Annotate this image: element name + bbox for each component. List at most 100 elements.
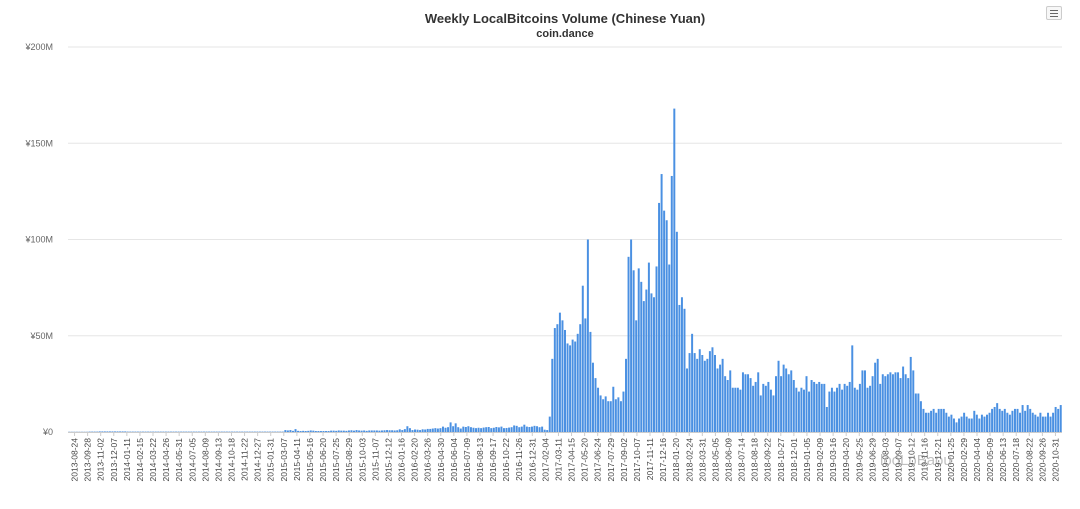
bar[interactable] bbox=[680, 297, 683, 432]
bar[interactable] bbox=[495, 427, 498, 432]
bar[interactable] bbox=[658, 202, 661, 432]
bar[interactable] bbox=[124, 431, 127, 432]
bar[interactable] bbox=[477, 427, 480, 432]
bar[interactable] bbox=[441, 426, 444, 432]
bar[interactable] bbox=[813, 381, 816, 432]
bar[interactable] bbox=[1006, 412, 1009, 432]
bar[interactable] bbox=[622, 391, 625, 432]
bar[interactable] bbox=[515, 425, 518, 432]
bar[interactable] bbox=[1019, 412, 1022, 432]
bar[interactable] bbox=[714, 355, 716, 432]
bar[interactable] bbox=[836, 387, 838, 432]
bar[interactable] bbox=[762, 383, 765, 433]
bar[interactable] bbox=[609, 401, 612, 432]
bar[interactable] bbox=[543, 429, 546, 432]
bar[interactable] bbox=[505, 427, 508, 432]
bar[interactable] bbox=[886, 374, 889, 432]
bar[interactable] bbox=[858, 383, 861, 433]
bar[interactable] bbox=[312, 430, 315, 432]
bar[interactable] bbox=[810, 380, 813, 432]
bar[interactable] bbox=[319, 431, 322, 432]
bar[interactable] bbox=[485, 427, 488, 432]
bar[interactable] bbox=[444, 427, 447, 432]
bar[interactable] bbox=[673, 108, 676, 432]
bar[interactable] bbox=[645, 289, 648, 432]
bar[interactable] bbox=[752, 385, 755, 432]
bar[interactable] bbox=[805, 376, 808, 432]
bar[interactable] bbox=[576, 333, 579, 432]
bar[interactable] bbox=[625, 358, 627, 432]
bar[interactable] bbox=[1003, 408, 1006, 432]
bar[interactable] bbox=[947, 416, 950, 432]
bar[interactable] bbox=[757, 372, 760, 432]
bar[interactable] bbox=[373, 430, 376, 432]
bar[interactable] bbox=[591, 362, 594, 432]
bar[interactable] bbox=[1036, 416, 1039, 432]
bar[interactable] bbox=[769, 389, 772, 432]
bar[interactable] bbox=[551, 358, 554, 432]
bar[interactable] bbox=[663, 210, 666, 432]
bar[interactable] bbox=[414, 429, 416, 433]
bar[interactable] bbox=[792, 380, 795, 432]
bar[interactable] bbox=[472, 427, 475, 432]
bar[interactable] bbox=[378, 430, 381, 432]
bar[interactable] bbox=[317, 431, 320, 432]
bar[interactable] bbox=[388, 430, 391, 432]
bar[interactable] bbox=[594, 378, 597, 432]
bar[interactable] bbox=[871, 376, 874, 432]
bar[interactable] bbox=[686, 368, 689, 432]
bar[interactable] bbox=[914, 393, 917, 433]
bar[interactable] bbox=[523, 424, 526, 432]
bar[interactable] bbox=[775, 376, 777, 432]
bar[interactable] bbox=[121, 431, 124, 432]
bar[interactable] bbox=[553, 328, 556, 432]
bar[interactable] bbox=[927, 412, 930, 432]
bar[interactable] bbox=[670, 175, 673, 432]
bar[interactable] bbox=[1024, 410, 1027, 432]
bar[interactable] bbox=[833, 391, 836, 432]
bar[interactable] bbox=[729, 370, 732, 432]
bar[interactable] bbox=[986, 414, 988, 432]
bar[interactable] bbox=[1059, 405, 1062, 432]
bar[interactable] bbox=[370, 430, 373, 432]
bar[interactable] bbox=[711, 347, 714, 432]
bar[interactable] bbox=[297, 430, 300, 432]
bar[interactable] bbox=[546, 430, 549, 432]
bar[interactable] bbox=[790, 370, 793, 432]
bar[interactable] bbox=[627, 256, 630, 432]
bar[interactable] bbox=[383, 430, 386, 432]
bar[interactable] bbox=[642, 301, 645, 432]
bar[interactable] bbox=[106, 431, 109, 432]
bar[interactable] bbox=[848, 381, 851, 432]
bar[interactable] bbox=[970, 418, 973, 432]
bar[interactable] bbox=[116, 431, 119, 432]
bar[interactable] bbox=[289, 430, 292, 432]
bar[interactable] bbox=[808, 391, 811, 432]
bar[interactable] bbox=[815, 383, 818, 433]
bar[interactable] bbox=[841, 389, 844, 432]
bar[interactable] bbox=[942, 408, 945, 432]
bar[interactable] bbox=[747, 374, 750, 432]
bar[interactable] bbox=[693, 353, 696, 432]
bar[interactable] bbox=[426, 428, 429, 432]
bar[interactable] bbox=[691, 333, 694, 432]
bar[interactable] bbox=[777, 360, 780, 432]
bar[interactable] bbox=[579, 324, 582, 432]
bar[interactable] bbox=[668, 264, 671, 432]
bar[interactable] bbox=[744, 374, 747, 432]
bar[interactable] bbox=[108, 431, 111, 432]
bar[interactable] bbox=[330, 430, 333, 432]
bar[interactable] bbox=[869, 385, 872, 432]
bar[interactable] bbox=[726, 380, 729, 432]
bar[interactable] bbox=[904, 374, 907, 432]
bar[interactable] bbox=[1016, 408, 1019, 432]
bar[interactable] bbox=[513, 425, 516, 432]
bar[interactable] bbox=[820, 383, 823, 433]
bar[interactable] bbox=[1013, 408, 1016, 432]
bar[interactable] bbox=[475, 428, 478, 432]
bar[interactable] bbox=[978, 418, 981, 432]
bar[interactable] bbox=[731, 387, 734, 432]
bar[interactable] bbox=[734, 387, 737, 432]
bar[interactable] bbox=[355, 430, 358, 432]
bar[interactable] bbox=[739, 389, 742, 432]
